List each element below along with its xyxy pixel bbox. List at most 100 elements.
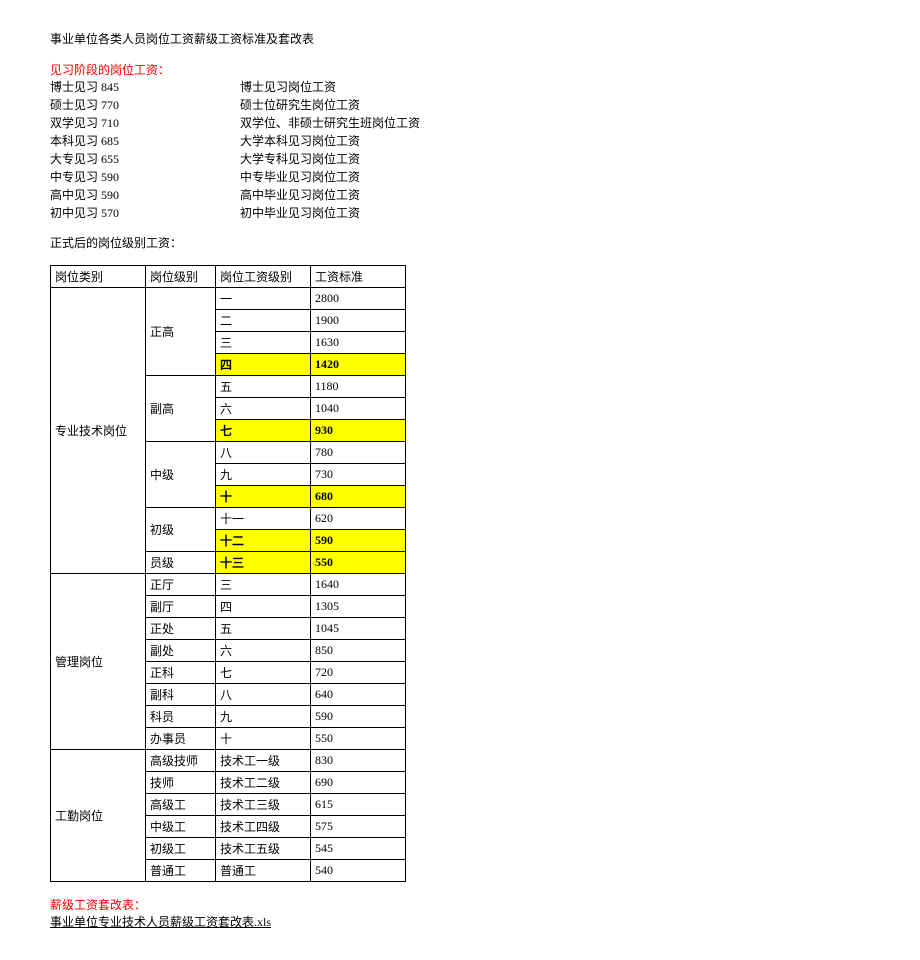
cell-grade: 技术工一级 (216, 750, 311, 772)
cell-salary: 690 (311, 772, 406, 794)
cell-grade: 普通工 (216, 860, 311, 882)
cell-grade: 七 (216, 420, 311, 442)
cell-level: 副高 (146, 376, 216, 442)
footer-link[interactable]: 事业单位专业技术人员薪级工资套改表.xls (50, 915, 271, 929)
cell-grade: 七 (216, 662, 311, 684)
intern-left: 大专见习 655 (50, 150, 240, 168)
intern-right: 硕士位研究生岗位工资 (240, 96, 870, 114)
intern-right: 大学本科见习岗位工资 (240, 132, 870, 150)
cell-salary: 1900 (311, 310, 406, 332)
intern-left: 中专见习 590 (50, 168, 240, 186)
cell-grade: 四 (216, 354, 311, 376)
cell-grade: 十 (216, 728, 311, 750)
cell-salary: 830 (311, 750, 406, 772)
table-row: 工勤岗位高级技师技术工一级830 (51, 750, 406, 772)
page-title: 事业单位各类人员岗位工资薪级工资标准及套改表 (50, 30, 870, 47)
cell-salary: 1305 (311, 596, 406, 618)
intern-row: 高中见习 590高中毕业见习岗位工资 (50, 186, 870, 204)
th-category: 岗位类别 (51, 266, 146, 288)
cell-level: 高级工 (146, 794, 216, 816)
intern-right: 初中毕业见习岗位工资 (240, 204, 870, 222)
cell-salary: 590 (311, 530, 406, 552)
cell-level: 科员 (146, 706, 216, 728)
cell-level: 副厅 (146, 596, 216, 618)
th-level: 岗位级别 (146, 266, 216, 288)
cell-grade: 九 (216, 464, 311, 486)
cell-level: 正科 (146, 662, 216, 684)
footer-header: 薪级工资套改表： (50, 896, 870, 913)
cell-salary: 615 (311, 794, 406, 816)
cell-salary: 1045 (311, 618, 406, 640)
intern-row: 双学见习 710双学位、非硕士研究生班岗位工资 (50, 114, 870, 132)
cell-level: 员级 (146, 552, 216, 574)
cell-salary: 1420 (311, 354, 406, 376)
cell-salary: 680 (311, 486, 406, 508)
cell-salary: 2800 (311, 288, 406, 310)
table-header-row: 岗位类别 岗位级别 岗位工资级别 工资标准 (51, 266, 406, 288)
footer-section: 薪级工资套改表： 事业单位专业技术人员薪级工资套改表.xls (50, 896, 870, 930)
formal-section-header: 正式后的岗位级别工资： (50, 234, 870, 251)
intern-left: 本科见习 685 (50, 132, 240, 150)
cell-salary: 1630 (311, 332, 406, 354)
intern-left: 双学见习 710 (50, 114, 240, 132)
cell-salary: 620 (311, 508, 406, 530)
intern-left: 高中见习 590 (50, 186, 240, 204)
cell-level: 正厅 (146, 574, 216, 596)
cell-level: 中级工 (146, 816, 216, 838)
cell-category: 管理岗位 (51, 574, 146, 750)
intern-right: 高中毕业见习岗位工资 (240, 186, 870, 204)
cell-salary: 540 (311, 860, 406, 882)
cell-salary: 550 (311, 552, 406, 574)
cell-level: 高级技师 (146, 750, 216, 772)
cell-level: 技师 (146, 772, 216, 794)
cell-grade: 五 (216, 376, 311, 398)
intern-left: 硕士见习 770 (50, 96, 240, 114)
intern-right: 大学专科见习岗位工资 (240, 150, 870, 168)
cell-level: 普通工 (146, 860, 216, 882)
intern-right: 中专毕业见习岗位工资 (240, 168, 870, 186)
th-salary: 工资标准 (311, 266, 406, 288)
intern-right: 博士见习岗位工资 (240, 78, 870, 96)
intern-section-header: 见习阶段的岗位工资： (50, 61, 870, 78)
cell-salary: 640 (311, 684, 406, 706)
cell-level: 中级 (146, 442, 216, 508)
cell-category: 工勤岗位 (51, 750, 146, 882)
cell-grade: 二 (216, 310, 311, 332)
cell-category: 专业技术岗位 (51, 288, 146, 574)
intern-left: 初中见习 570 (50, 204, 240, 222)
cell-grade: 一 (216, 288, 311, 310)
cell-grade: 五 (216, 618, 311, 640)
cell-grade: 九 (216, 706, 311, 728)
cell-salary: 545 (311, 838, 406, 860)
intern-row: 大专见习 655大学专科见习岗位工资 (50, 150, 870, 168)
cell-level: 初级工 (146, 838, 216, 860)
cell-grade: 八 (216, 442, 311, 464)
cell-grade: 十二 (216, 530, 311, 552)
intern-right: 双学位、非硕士研究生班岗位工资 (240, 114, 870, 132)
intern-row: 硕士见习 770硕士位研究生岗位工资 (50, 96, 870, 114)
cell-grade: 三 (216, 574, 311, 596)
intern-section: 见习阶段的岗位工资： 博士见习 845博士见习岗位工资硕士见习 770硕士位研究… (50, 61, 870, 222)
cell-level: 初级 (146, 508, 216, 552)
cell-salary: 575 (311, 816, 406, 838)
cell-grade: 八 (216, 684, 311, 706)
cell-salary: 550 (311, 728, 406, 750)
table-row: 管理岗位正厅三1640 (51, 574, 406, 596)
cell-level: 办事员 (146, 728, 216, 750)
cell-salary: 1040 (311, 398, 406, 420)
cell-salary: 1640 (311, 574, 406, 596)
cell-grade: 十 (216, 486, 311, 508)
table-row: 专业技术岗位正高一2800 (51, 288, 406, 310)
cell-level: 正处 (146, 618, 216, 640)
cell-salary: 780 (311, 442, 406, 464)
cell-salary: 590 (311, 706, 406, 728)
cell-level: 正高 (146, 288, 216, 376)
intern-left: 博士见习 845 (50, 78, 240, 96)
cell-grade: 技术工三级 (216, 794, 311, 816)
cell-salary: 1180 (311, 376, 406, 398)
cell-grade: 技术工二级 (216, 772, 311, 794)
cell-grade: 十一 (216, 508, 311, 530)
th-grade: 岗位工资级别 (216, 266, 311, 288)
cell-level: 副科 (146, 684, 216, 706)
intern-row: 本科见习 685大学本科见习岗位工资 (50, 132, 870, 150)
